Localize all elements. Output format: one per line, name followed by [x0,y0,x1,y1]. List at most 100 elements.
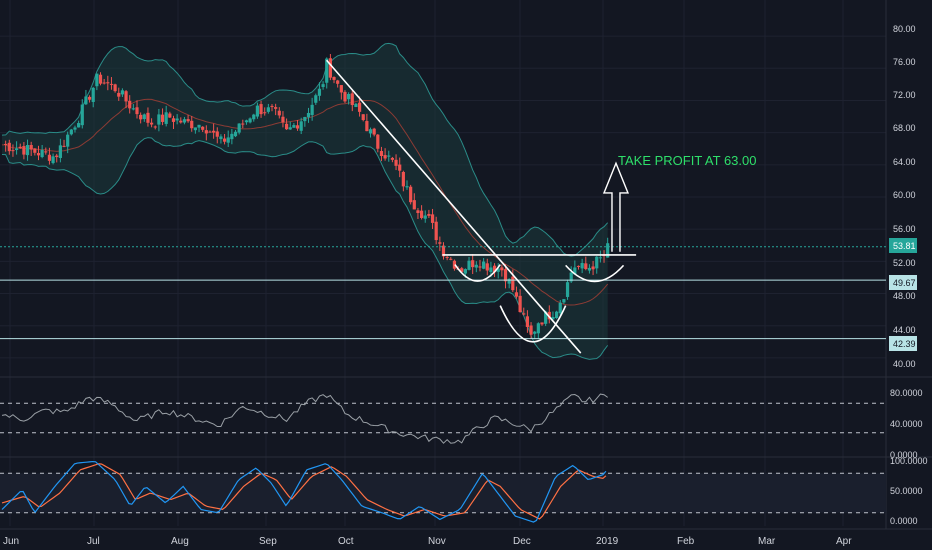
candle-body [288,127,292,130]
candle-body [87,96,92,100]
horizontal-levels[interactable] [0,246,886,340]
time-label: Sep [259,536,277,547]
time-axis[interactable]: Jun Jul Aug Sep Oct Nov Dec 2019 Feb Mar… [3,536,852,547]
candle-body [120,90,125,95]
candle-body [412,200,416,210]
price-tick: 52.00 [893,258,916,268]
time-label: Nov [428,536,446,547]
time-label: 2019 [596,536,619,547]
stochastic-panel [0,460,886,523]
candle-body [554,311,559,319]
candle-body [160,114,165,122]
candle-body [168,113,172,118]
candle-body [514,292,519,297]
candle-body [62,145,66,147]
candle-body [438,242,442,244]
candle-body [463,269,467,274]
oscillator-axis[interactable]: 80.0000 40.0000 0.0000 [890,388,923,460]
candle-body [80,104,84,126]
lower-band [1,137,609,360]
candle-body [547,311,551,320]
candle-body [109,83,114,85]
take-profit-annotation[interactable]: TAKE PROFIT AT 63.00 [618,153,756,168]
candle-body [204,130,208,134]
candle-body [95,73,99,87]
candle-body [562,299,566,303]
candle-body [405,186,409,188]
current-price-label: 53.81 [893,241,916,251]
candle-body [536,323,540,334]
candle-body [423,215,427,219]
candle-body [503,269,508,282]
candle-body [237,123,241,133]
trend-drawings[interactable] [326,59,637,354]
candle-body [284,123,289,130]
candlesticks[interactable] [4,53,610,340]
current-price-label-bg [889,238,917,253]
candle-body [598,257,602,259]
time-label: Jun [3,536,19,547]
price-tick: 80.00 [893,24,916,34]
candle-body [496,268,500,272]
candle-body [98,74,103,84]
candle-body [365,121,369,132]
candle-body [460,268,464,272]
candle-body [58,145,62,158]
candle-body [266,107,270,112]
candle-body [482,261,486,269]
candle-body [357,102,362,112]
candle-body [306,112,311,118]
candle-body [522,313,526,315]
time-label: Aug [171,536,189,547]
candle-body [157,114,161,125]
osc-tick: 80.0000 [890,388,923,398]
candle-body [525,316,530,327]
candle-body [146,112,150,123]
candle-body [4,143,8,145]
stoch-d-line [1,463,607,520]
candle-body [544,311,548,324]
oscillator-panel [0,393,886,444]
candle-body [139,114,143,120]
price-tick: 72.00 [893,90,916,100]
level-label-bg [889,336,917,351]
candle-body [584,263,588,270]
candle-body [201,126,205,130]
candle-body [179,120,183,123]
candle-body [317,88,322,96]
candle-body [500,267,504,271]
price-tick: 44.00 [893,325,916,335]
candle-body [142,114,146,120]
candle-body [281,116,285,123]
candle-body [47,154,52,161]
level-label: 42.39 [893,339,916,349]
head-arc [499,305,567,343]
candle-body [310,104,314,115]
candle-body [383,155,387,159]
candle-body [398,164,402,171]
candle-body [215,131,219,137]
candle-body [208,131,212,133]
candle-body [44,151,48,153]
candle-body [401,171,405,187]
right-shoulder-arc [565,264,625,283]
stochastic-axis[interactable]: 100.0000 50.0000 0.0000 [890,456,928,526]
candle-body [18,146,22,149]
candle-body [175,118,179,121]
candle-body [390,157,395,160]
up-arrow [602,161,630,252]
candle-body [7,142,11,152]
candle-body [565,282,570,297]
candle-body [270,105,274,107]
candle-body [106,82,110,84]
time-label: Feb [677,536,695,547]
price-axis[interactable]: 80.00 76.00 72.00 68.00 64.00 60.00 56.0… [889,24,917,369]
candle-body [558,302,562,314]
candle-body [73,127,77,130]
price-tick: 48.00 [893,291,916,301]
candle-body [507,278,511,284]
candle-body [171,118,176,122]
price-tick: 56.00 [893,224,916,234]
time-label: Jul [87,536,100,547]
